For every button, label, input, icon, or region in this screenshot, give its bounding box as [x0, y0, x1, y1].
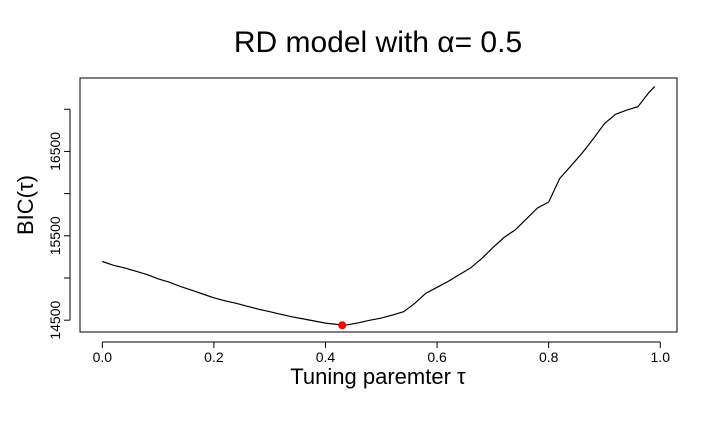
- x-tick-label: 1.0: [651, 349, 671, 365]
- x-axis-label: Tuning paremter τ: [290, 364, 466, 389]
- x-axis: 0.0 0.2 0.4 0.6 0.8 1.0: [93, 341, 671, 365]
- x-tick-label: 0.6: [427, 349, 447, 365]
- x-tick-label: 0.4: [316, 349, 336, 365]
- y-tick-label: 15500: [47, 216, 63, 255]
- x-tick-label: 0.2: [204, 349, 224, 365]
- y-tick-label: 16500: [47, 132, 63, 171]
- plot-frame: [79, 77, 678, 333]
- y-axis: 14500 15500 16500: [47, 108, 71, 340]
- minimum-point-marker: [338, 321, 347, 330]
- x-tick-label: 0.8: [539, 349, 559, 365]
- x-tick-label: 0.0: [93, 349, 113, 365]
- y-axis-label: BIC(τ): [13, 175, 38, 235]
- chart-title: RD model with α= 0.5: [234, 26, 522, 59]
- bic-curve: [102, 85, 656, 326]
- y-tick-label: 14500: [47, 301, 63, 340]
